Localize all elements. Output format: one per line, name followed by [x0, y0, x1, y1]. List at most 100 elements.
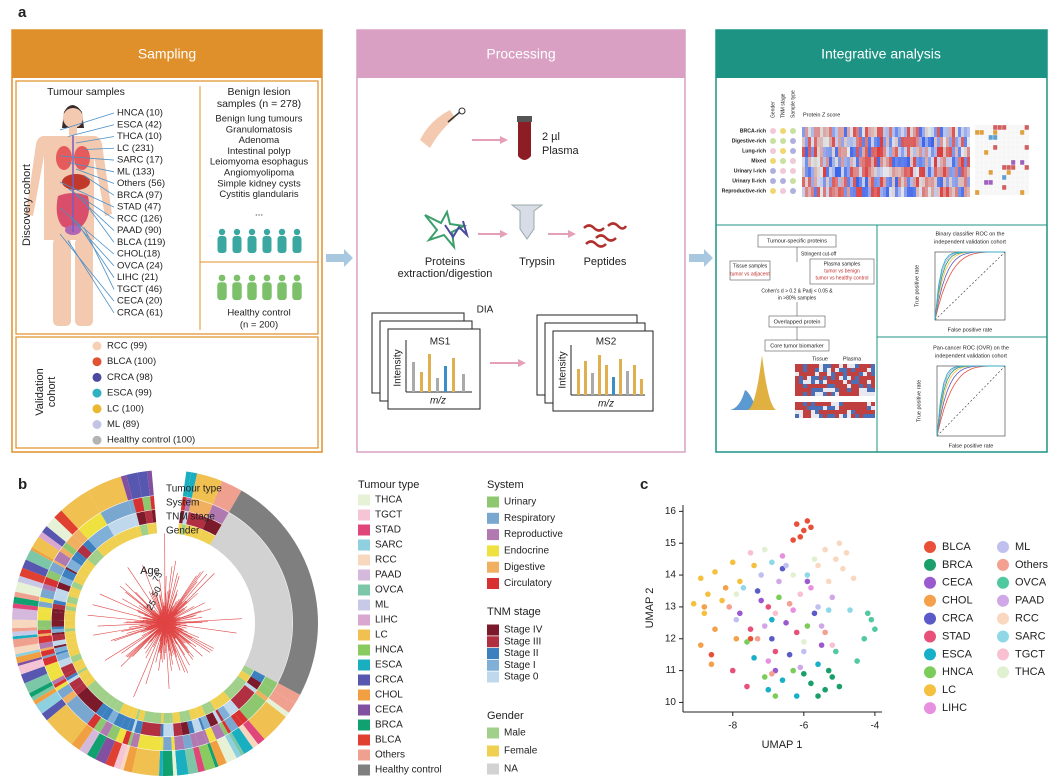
ring-segment [105, 740, 123, 768]
ring-segment [93, 717, 107, 733]
annotation-dot [790, 128, 796, 134]
ring-segment [184, 747, 199, 775]
mini-cell [974, 179, 980, 186]
annotation-dot [770, 158, 776, 164]
heatmap-cell [867, 380, 871, 384]
label: BLCA [942, 541, 971, 553]
person-icon [218, 228, 226, 236]
heatmap-cell [832, 167, 835, 177]
label: Tumour type [166, 484, 222, 495]
heatmap-cell [961, 157, 964, 167]
heatmap-cell [937, 127, 940, 137]
heatmap-cell [811, 376, 815, 380]
mini-cell [997, 129, 1003, 136]
ring-segment [51, 626, 65, 630]
ring-segment [140, 721, 162, 737]
point [793, 521, 800, 527]
heatmap-cell [922, 127, 925, 137]
legend-swatch [92, 357, 102, 367]
ring-segment [223, 678, 245, 700]
point [793, 693, 800, 699]
ring-segment [12, 630, 38, 637]
ring-segment [254, 689, 269, 702]
legend-swatch [92, 388, 102, 398]
heatmap-cell [874, 177, 877, 187]
label: samples (n = 278) [217, 98, 301, 110]
heatmap-cell [934, 147, 937, 157]
heatmap-cell [964, 157, 967, 167]
heatmap-cell [949, 127, 952, 137]
heatmap-cell [835, 167, 838, 177]
heatmap-cell [835, 414, 839, 418]
label: extraction/digestion [398, 268, 493, 280]
heatmap-cell [811, 127, 814, 137]
legend-swatch [924, 594, 936, 607]
heatmap-cell [826, 137, 829, 147]
heatmap-cell [928, 177, 931, 187]
heatmap-cell [820, 127, 823, 137]
annotation-dot [780, 168, 786, 174]
mini-cell [997, 174, 1003, 181]
heatmap-cell [886, 187, 889, 197]
roc-diagonal [934, 251, 1006, 321]
heatmap-cell [844, 167, 847, 177]
heatmap-cell [874, 127, 877, 137]
ring-segment [209, 699, 218, 711]
annotation-dot [770, 138, 776, 144]
mini-cell [997, 179, 1003, 186]
ring-segment [113, 700, 125, 713]
heatmap-cell [961, 147, 964, 157]
heatmap-cell [859, 376, 863, 380]
ring-segment [62, 542, 77, 556]
heatmap-cell [919, 167, 922, 177]
heatmap-cell [910, 167, 913, 177]
ring-segment [120, 745, 131, 771]
heatmap-cell [901, 187, 904, 197]
label: TNM stage [487, 606, 541, 618]
ring-segment [177, 523, 183, 535]
label: TNM stage [166, 512, 215, 523]
heatmap-cell [931, 157, 934, 167]
legend-swatch [358, 584, 370, 596]
roc-curve [936, 365, 1005, 437]
mini-cell [992, 164, 998, 171]
heatmap-cell [795, 406, 799, 410]
heatmap-cell [925, 127, 928, 137]
heatmap-cell [851, 410, 855, 414]
mini-cell [1010, 159, 1016, 166]
ring-segment [99, 721, 114, 737]
spectrum-bar [577, 369, 580, 395]
heatmap-cell [802, 167, 805, 177]
mini-cell [992, 179, 998, 186]
heatmap-cell [808, 187, 811, 197]
ring-segment [106, 724, 121, 741]
ring-segment [244, 682, 257, 693]
ring-segment [79, 729, 100, 755]
legend-swatch [358, 539, 370, 551]
heatmap-cell [967, 137, 970, 147]
heatmap-cell [868, 127, 871, 137]
heatmap-cell [832, 147, 835, 157]
heatmap-cell [892, 167, 895, 177]
heatmap-cell [886, 137, 889, 147]
heatmap-cell [855, 384, 859, 388]
heatmap-cell [819, 376, 823, 380]
heatmap-cell [826, 167, 829, 177]
point [701, 604, 708, 610]
ring-segment [182, 471, 192, 497]
point [829, 642, 836, 648]
mini-cell [997, 164, 1003, 171]
mini-cell [988, 159, 994, 166]
ring-segment [234, 709, 248, 725]
label: Reproductive [504, 529, 563, 540]
mini-cell [1019, 134, 1025, 141]
legend-swatch [92, 420, 102, 429]
mini-cell [1019, 189, 1025, 196]
legend-swatch [92, 435, 102, 445]
label: Tumour-specific proteins [767, 238, 827, 244]
ring-segment [216, 736, 237, 764]
heatmap-cell [913, 137, 916, 147]
heatmap-cell [889, 157, 892, 167]
heatmap-cell [853, 157, 856, 167]
mini-cell [974, 149, 980, 156]
